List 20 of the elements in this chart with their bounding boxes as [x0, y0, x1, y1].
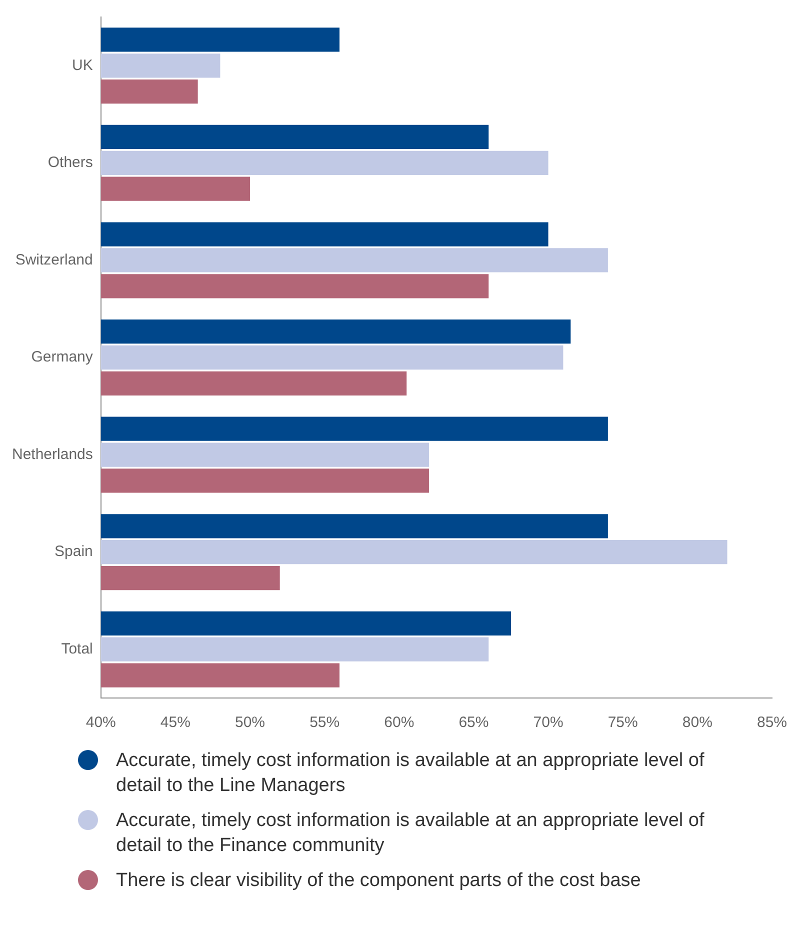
y-tick-label: Switzerland [15, 251, 93, 268]
x-tick-label: 40% [86, 714, 116, 732]
x-tick-label: 45% [160, 714, 190, 732]
y-tick-label: Spain [54, 543, 93, 560]
x-tick-label: 80% [682, 714, 712, 732]
x-tick-label: 65% [458, 714, 489, 732]
x-tick-label: 55% [310, 714, 340, 732]
x-tick-label: 85% [756, 714, 788, 732]
x-tick-label: 60% [384, 714, 414, 732]
y-tick-label: UK [72, 56, 93, 74]
y-tick-label: Netherlands [12, 446, 93, 463]
x-tick-label: 75% [608, 714, 638, 732]
y-tick-label: Others [48, 154, 93, 172]
x-tick-label: 70% [533, 714, 564, 732]
legend-label: There is clear visibility of the component parts of the cost base [116, 869, 641, 893]
y-tick-label: Total [61, 640, 93, 658]
legend-label: Accurate, timely cost information is available at an appropriate level of detail to the Finance community [116, 809, 706, 858]
y-tick-label: Germany [31, 348, 94, 366]
x-tick-label: 50% [235, 714, 266, 732]
legend-label: Accurate, timely cost information is available at an appropriate level of detail to the Line Managers [116, 749, 706, 798]
